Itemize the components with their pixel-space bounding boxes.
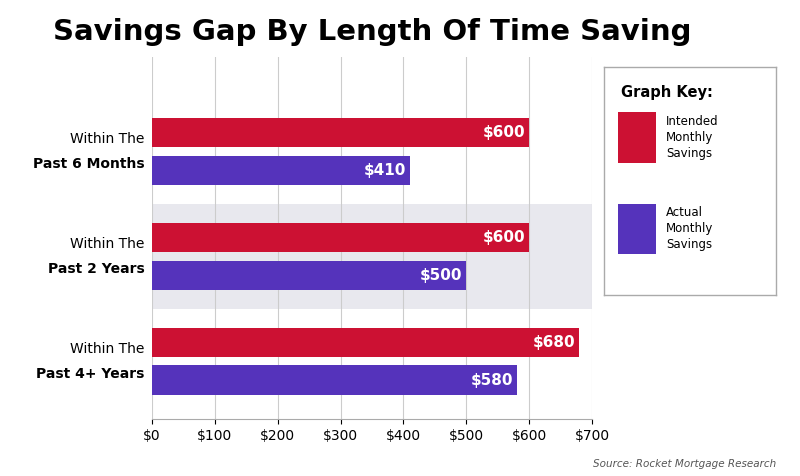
Text: Within The: Within The bbox=[70, 342, 145, 356]
Text: $680: $680 bbox=[533, 335, 576, 350]
Bar bbox=[152, 99, 592, 204]
Text: Within The: Within The bbox=[70, 132, 145, 146]
Bar bbox=[152, 309, 592, 414]
Text: Intended
Monthly
Savings: Intended Monthly Savings bbox=[666, 115, 718, 160]
Bar bbox=[152, 260, 466, 290]
Bar bbox=[152, 204, 592, 309]
Title: Savings Gap By Length Of Time Saving: Savings Gap By Length Of Time Saving bbox=[53, 19, 691, 47]
Text: $600: $600 bbox=[482, 125, 526, 140]
Bar bbox=[152, 118, 529, 147]
Text: Past 6 Months: Past 6 Months bbox=[33, 157, 145, 171]
Text: Past 4+ Years: Past 4+ Years bbox=[36, 367, 145, 381]
Text: $580: $580 bbox=[470, 373, 513, 387]
Bar bbox=[152, 327, 579, 357]
Bar bbox=[152, 156, 410, 185]
Text: Source: Rocket Mortgage Research: Source: Rocket Mortgage Research bbox=[593, 459, 776, 469]
Text: Past 2 Years: Past 2 Years bbox=[48, 262, 145, 276]
Bar bbox=[152, 223, 529, 252]
Bar bbox=[618, 112, 656, 163]
Text: Within The: Within The bbox=[70, 237, 145, 251]
Text: $500: $500 bbox=[420, 268, 462, 283]
Bar bbox=[618, 204, 656, 254]
Text: $410: $410 bbox=[363, 163, 406, 178]
Bar bbox=[152, 366, 517, 395]
Text: Actual
Monthly
Savings: Actual Monthly Savings bbox=[666, 207, 714, 251]
Text: Graph Key:: Graph Key: bbox=[622, 85, 713, 100]
Text: $600: $600 bbox=[482, 230, 526, 245]
